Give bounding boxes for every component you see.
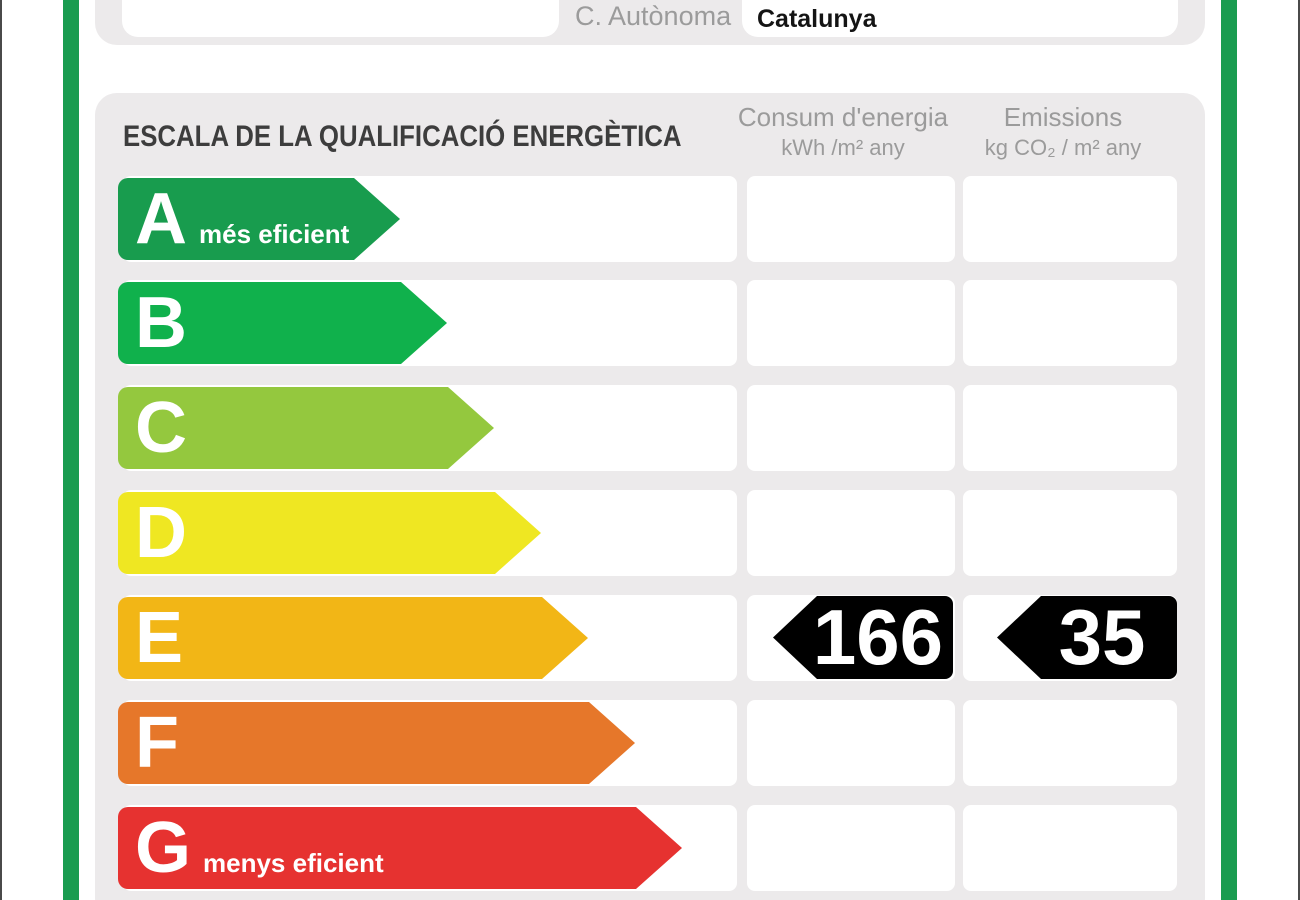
emissions-cell — [963, 176, 1177, 262]
rating-letter: F — [135, 703, 179, 783]
rating-row-e: 166 35 E — [95, 595, 1205, 681]
frame-stripe-left — [63, 0, 79, 900]
rating-row-b: B — [95, 280, 1205, 366]
consum-cell — [747, 700, 955, 786]
empty-form-field — [122, 0, 559, 37]
rating-letter: A — [135, 179, 187, 259]
page-edge-right — [1298, 0, 1300, 900]
consum-cell — [747, 385, 955, 471]
region-value-text: Catalunya — [757, 5, 877, 33]
rating-letter: G — [135, 808, 192, 888]
emissions-cell — [963, 805, 1177, 891]
emissions-header-title: Emissions — [1003, 102, 1123, 132]
rating-suffix: més eficient — [199, 219, 350, 249]
rating-letter: D — [135, 493, 187, 573]
energy-scale-panel: ESCALA DE LA QUALIFICACIÓ ENERGÈTICA Con… — [95, 93, 1205, 900]
rating-row-d: D — [95, 490, 1205, 576]
emissions-value-arrow: 35 — [997, 596, 1177, 679]
consum-cell — [747, 805, 955, 891]
consum-header-title: Consum d'energia — [737, 102, 949, 132]
consum-header-unit: kWh /m² any — [781, 135, 905, 160]
rating-row-a: A més eficient — [95, 176, 1205, 262]
page-edge-left — [0, 0, 2, 900]
frame-stripe-right — [1221, 0, 1237, 900]
emissions-cell — [963, 490, 1177, 576]
rating-letter: E — [135, 598, 184, 678]
rating-suffix: menys eficient — [203, 848, 384, 878]
rating-arrow-c: C — [118, 387, 494, 469]
rating-row-g: G menys eficient — [95, 805, 1205, 891]
rating-arrow-a: A més eficient — [118, 178, 400, 260]
emissions-cell — [963, 385, 1177, 471]
consum-cell — [747, 490, 955, 576]
emissions-cell — [963, 280, 1177, 366]
consum-column-header: Consum d'energia kWh /m² any — [728, 102, 958, 162]
rating-row-c: C — [95, 385, 1205, 471]
rating-letter: B — [135, 283, 187, 363]
emissions-column-header: Emissions kg CO₂ / m² any — [948, 102, 1178, 162]
scale-title: ESCALA DE LA QUALIFICACIÓ ENERGÈTICA — [123, 120, 682, 153]
rating-arrow-d: D — [118, 492, 541, 574]
rating-arrow-e: E — [118, 597, 588, 679]
rating-arrow-g: G menys eficient — [118, 807, 682, 889]
rating-arrow-b: B — [118, 282, 447, 364]
emissions-cell — [963, 700, 1177, 786]
rating-row-f: F — [95, 700, 1205, 786]
rating-arrow-f: F — [118, 702, 635, 784]
consum-cell — [747, 176, 955, 262]
emissions-header-unit: kg CO₂ / m² any — [984, 135, 1142, 160]
consum-cell — [747, 280, 955, 366]
region-value-field: Catalunya — [742, 0, 1178, 37]
region-label: C. Autònoma — [575, 1, 732, 31]
rating-letter: C — [135, 388, 187, 468]
region-form-panel: C. Autònoma Catalunya — [95, 0, 1205, 45]
emissions-cell: 35 — [963, 595, 1177, 681]
consum-value-arrow: 166 — [773, 596, 953, 679]
consum-cell: 166 — [747, 595, 955, 681]
